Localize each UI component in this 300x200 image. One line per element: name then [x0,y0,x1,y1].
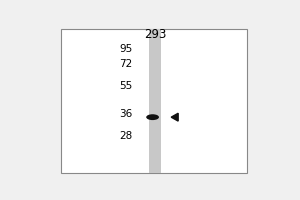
Ellipse shape [146,114,159,120]
Text: 293: 293 [144,28,166,41]
Text: 28: 28 [120,131,133,141]
Text: 36: 36 [120,109,133,119]
Polygon shape [171,113,178,121]
Bar [148,29,161,173]
Bar [61,29,247,173]
Text: 55: 55 [120,81,133,91]
Text: 95: 95 [120,44,133,54]
Text: 72: 72 [120,59,133,69]
